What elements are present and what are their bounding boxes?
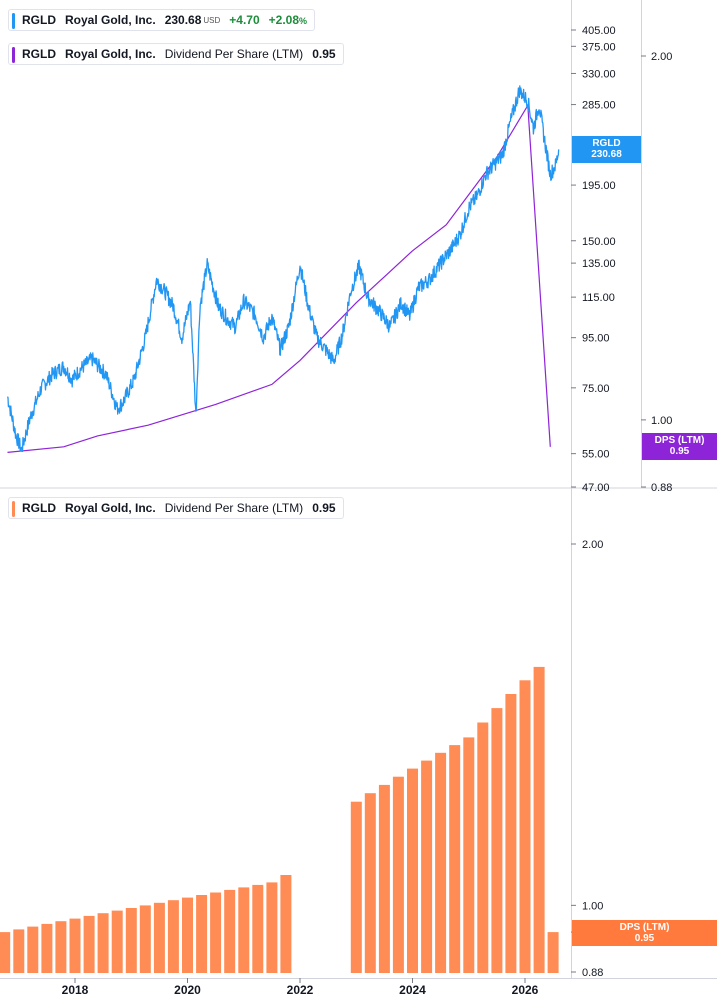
dps-bar (111, 910, 123, 973)
dps-bar-legend-swatch (12, 501, 15, 517)
price-axis-tick-label: 195.00 (582, 180, 616, 192)
dps-bar (533, 666, 545, 973)
dps-bar (449, 745, 461, 973)
price-axis-tick-label: 375.00 (582, 41, 616, 53)
dps-bar (435, 752, 447, 973)
price-axis-tick-label: 150.00 (582, 236, 616, 248)
dps-bar (0, 932, 11, 973)
time-axis-tick-label: 2024 (399, 983, 426, 997)
price-axis-tag-value: 230.68 (591, 149, 622, 160)
bar-axis-tick-label: 0.88 (582, 967, 603, 979)
dps-axis-tag: DPS (LTM) 0.95 (642, 433, 717, 460)
dps-bar-legend[interactable]: RGLD Royal Gold, Inc. Dividend Per Share… (8, 497, 344, 519)
dps-bar (378, 784, 390, 973)
dps-bar (41, 923, 53, 973)
dps-bar (224, 889, 236, 973)
time-axis-tick-label: 2018 (62, 983, 89, 997)
price-axis-tick-label: 55.00 (582, 449, 610, 461)
price-legend-ticker: RGLD (22, 13, 56, 27)
dps-bar (252, 884, 264, 973)
dps-line-legend[interactable]: RGLD Royal Gold, Inc. Dividend Per Share… (8, 43, 344, 65)
dps-bar (97, 913, 109, 973)
dps-bar (167, 900, 179, 973)
dps-line-legend-swatch (12, 47, 15, 63)
dps-bar (547, 932, 559, 973)
dps-bar (491, 708, 503, 973)
price-axis-tick-label: 285.00 (582, 100, 616, 112)
dps-bar (83, 915, 95, 973)
price-legend-change-pct: +2.08% (268, 13, 308, 27)
price-legend-swatch (12, 13, 15, 29)
time-axis-tick-label: 2022 (287, 983, 314, 997)
price-axis-tick-label: 95.00 (582, 333, 610, 345)
dps-bar (69, 918, 81, 973)
price-axis-tick-label: 47.00 (582, 482, 610, 494)
dps-line-legend-metric: Dividend Per Share (LTM) (164, 47, 304, 61)
dps-bar (350, 801, 362, 973)
dps-bar (182, 897, 193, 973)
dps-bar (238, 887, 250, 973)
dps-bar (477, 722, 489, 973)
dps-line-legend-value: 0.95 (312, 47, 336, 61)
bar-axis-tick-label: 2.00 (582, 539, 603, 551)
time-axis-tick-label: 2026 (512, 983, 539, 997)
price-axis-tick-label: 330.00 (582, 68, 616, 80)
dps-axis-tag-label: DPS (LTM) (654, 435, 705, 446)
dps-bar (196, 895, 208, 973)
price-legend-currency: USD (203, 15, 221, 25)
price-legend-name: Royal Gold, Inc. (65, 13, 156, 27)
price-series-line (6, 85, 560, 452)
dps-bar-legend-value: 0.95 (312, 501, 336, 515)
dps-bar (505, 694, 517, 973)
dps-bar-axis-tag-value: 0.95 (634, 933, 655, 944)
dps-bar-legend-name: Royal Gold, Inc. (65, 501, 156, 515)
price-axis-tick-label: 135.00 (582, 258, 616, 270)
dps-bar (210, 892, 222, 973)
dps-bar (392, 776, 404, 973)
dps-bar (55, 921, 67, 973)
price-legend-change: +4.70 (229, 13, 260, 27)
dps-bar (463, 737, 475, 973)
dps-line-legend-ticker: RGLD (22, 47, 56, 61)
dps-bar (139, 905, 151, 973)
dps-bar (125, 908, 137, 973)
bar-axis-tick-label: 1.00 (582, 900, 603, 912)
dps-bar-axis-tag: DPS (LTM) 0.95 (572, 920, 717, 946)
dps-axis-tag-value: 0.95 (669, 446, 690, 457)
price-axis-tick-label: 75.00 (582, 383, 610, 395)
dps-bar (13, 929, 25, 973)
time-axis-tick-label: 2020 (174, 983, 201, 997)
dps-bar (27, 926, 39, 973)
dps-line-legend-name: Royal Gold, Inc. (65, 47, 156, 61)
dps-bar (519, 680, 531, 973)
dps-bar (280, 875, 292, 973)
price-axis-tick-label: 405.00 (582, 25, 616, 37)
price-axis-tag-ticker: RGLD (592, 138, 621, 149)
price-legend[interactable]: RGLD Royal Gold, Inc. 230.68 USD +4.70 +… (8, 9, 316, 31)
price-legend-price: 230.68 (164, 13, 202, 27)
dps-axis-tick-label: 2.00 (651, 51, 672, 63)
dps-axis-tick-label: 0.88 (651, 482, 672, 494)
dps-bar-legend-metric: Dividend Per Share (LTM) (164, 501, 304, 515)
price-axis-tick-label: 115.00 (582, 292, 615, 304)
dps-bar-legend-ticker: RGLD (22, 501, 56, 515)
dps-bar-axis-tag-label: DPS (LTM) (619, 922, 670, 933)
dps-series-line (7, 103, 551, 453)
dps-bar (364, 793, 376, 973)
dps-bar (407, 768, 418, 973)
dps-bar (266, 882, 278, 973)
dps-bar (153, 902, 165, 973)
dps-axis-tick-label: 1.00 (651, 415, 672, 427)
price-axis-tag: RGLD 230.68 (572, 136, 641, 163)
dps-bar (421, 760, 433, 973)
